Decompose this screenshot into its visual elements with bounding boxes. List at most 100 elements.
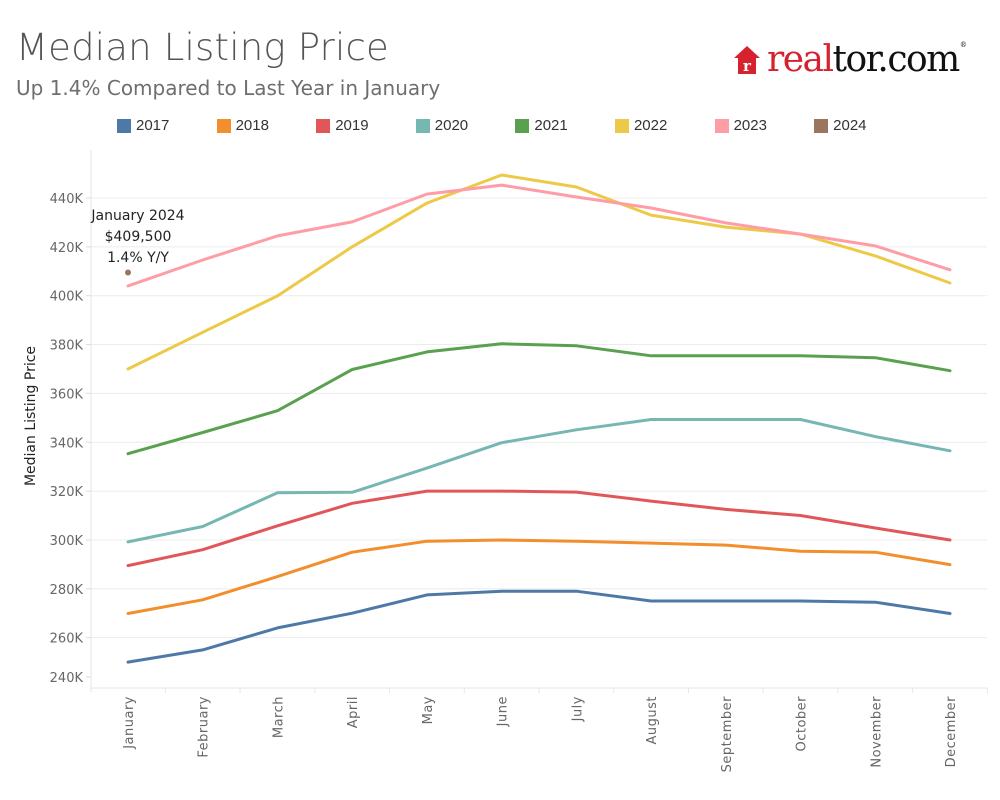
data-point-2021-February[interactable] (201, 431, 204, 434)
data-point-2019-December[interactable] (949, 538, 952, 541)
data-point-2017-November[interactable] (874, 601, 877, 604)
data-point-2018-May[interactable] (425, 540, 428, 543)
data-point-2021-December[interactable] (949, 369, 952, 372)
data-point-2023-December[interactable] (949, 268, 952, 271)
data-point-2017-April[interactable] (351, 612, 354, 615)
legend-item-2020[interactable]: 2020 (415, 117, 516, 134)
data-point-2017-August[interactable] (650, 600, 653, 603)
data-point-2020-July[interactable] (575, 428, 578, 431)
series-line-2020[interactable] (126, 418, 952, 544)
data-point-2019-September[interactable] (724, 508, 727, 511)
data-point-2024-January[interactable] (125, 269, 131, 276)
data-point-2023-October[interactable] (799, 233, 802, 236)
data-point-2021-January[interactable] (127, 452, 130, 455)
data-point-2020-January[interactable] (127, 540, 130, 543)
series-line-2019[interactable] (126, 489, 952, 568)
data-point-2022-May[interactable] (425, 202, 428, 205)
data-point-2022-September[interactable] (724, 226, 727, 229)
data-point-2022-January[interactable] (127, 367, 130, 370)
data-point-2017-February[interactable] (201, 648, 204, 651)
data-point-2018-October[interactable] (799, 550, 802, 553)
series-line-2023[interactable] (126, 183, 952, 288)
data-point-2023-May[interactable] (425, 193, 428, 196)
data-point-2022-August[interactable] (650, 214, 653, 217)
data-point-2022-December[interactable] (949, 281, 952, 284)
data-point-2017-December[interactable] (949, 612, 952, 615)
data-point-2017-September[interactable] (724, 600, 727, 603)
data-point-2022-June[interactable] (500, 174, 503, 177)
data-point-2020-September[interactable] (724, 418, 727, 421)
legend-item-2022[interactable]: 2022 (614, 117, 715, 134)
legend-item-2023[interactable]: 2023 (714, 117, 815, 134)
data-point-2018-April[interactable] (351, 551, 354, 554)
data-point-2021-October[interactable] (799, 354, 802, 357)
data-point-2019-November[interactable] (874, 526, 877, 529)
data-point-2021-May[interactable] (425, 350, 428, 353)
data-point-2021-March[interactable] (276, 409, 279, 412)
data-point-2023-March[interactable] (276, 234, 279, 237)
data-point-2021-September[interactable] (724, 354, 727, 357)
realtor-logo[interactable]: r realtor.com® (733, 40, 967, 80)
data-point-2023-September[interactable] (724, 221, 727, 224)
data-point-2019-January[interactable] (127, 564, 130, 567)
data-point-2020-April[interactable] (351, 491, 354, 494)
data-point-2022-February[interactable] (201, 331, 204, 334)
data-point-2021-July[interactable] (575, 344, 578, 347)
data-point-2020-October[interactable] (799, 418, 802, 421)
series-line-2018[interactable] (126, 538, 952, 615)
data-point-2021-August[interactable] (650, 354, 653, 357)
data-point-2018-August[interactable] (650, 542, 653, 545)
legend-item-2021[interactable]: 2021 (515, 117, 615, 134)
data-point-2020-August[interactable] (650, 418, 653, 421)
data-point-2021-November[interactable] (874, 356, 877, 359)
data-point-2018-June[interactable] (500, 538, 503, 541)
data-point-2019-March[interactable] (276, 524, 279, 527)
data-point-2019-July[interactable] (575, 491, 578, 494)
series-line-2022[interactable] (126, 173, 952, 371)
data-point-2020-May[interactable] (425, 467, 428, 470)
data-point-2023-January[interactable] (127, 284, 130, 287)
data-point-2020-December[interactable] (949, 449, 952, 452)
data-point-2020-June[interactable] (500, 441, 503, 444)
legend-item-2024[interactable]: 2024 (814, 117, 914, 134)
data-point-2018-February[interactable] (201, 598, 204, 601)
data-point-2020-March[interactable] (276, 491, 279, 494)
data-point-2017-October[interactable] (799, 600, 802, 603)
data-point-2021-June[interactable] (500, 342, 503, 345)
data-point-2019-August[interactable] (650, 500, 653, 503)
data-point-2019-October[interactable] (799, 514, 802, 517)
data-point-2022-July[interactable] (575, 186, 578, 189)
legend-item-2017[interactable]: 2017 (117, 117, 217, 134)
data-point-2018-September[interactable] (724, 544, 727, 547)
data-point-2021-April[interactable] (351, 368, 354, 371)
series-line-2021[interactable] (126, 342, 952, 456)
data-point-2019-June[interactable] (500, 490, 503, 493)
data-point-2023-July[interactable] (575, 196, 578, 199)
data-point-2017-June[interactable] (500, 590, 503, 593)
data-point-2023-November[interactable] (874, 244, 877, 247)
data-point-2022-April[interactable] (351, 245, 354, 248)
data-point-2018-December[interactable] (949, 563, 952, 566)
data-point-2023-February[interactable] (201, 259, 204, 262)
data-point-2017-July[interactable] (575, 590, 578, 593)
data-point-2018-July[interactable] (575, 540, 578, 543)
data-point-2020-November[interactable] (874, 435, 877, 438)
data-point-2018-January[interactable] (127, 612, 130, 615)
data-point-2022-November[interactable] (874, 254, 877, 257)
data-point-2023-April[interactable] (351, 220, 354, 223)
data-point-2023-June[interactable] (500, 184, 503, 187)
data-point-2019-April[interactable] (351, 502, 354, 505)
data-point-2017-March[interactable] (276, 626, 279, 629)
series-line-2017[interactable] (126, 589, 952, 664)
legend-item-2018[interactable]: 2018 (216, 117, 317, 134)
data-point-2019-May[interactable] (425, 490, 428, 493)
data-point-2018-March[interactable] (276, 575, 279, 578)
data-point-2017-January[interactable] (127, 661, 130, 664)
data-point-2023-August[interactable] (650, 207, 653, 210)
data-point-2019-February[interactable] (201, 548, 204, 551)
data-point-2018-November[interactable] (874, 551, 877, 554)
data-point-2020-February[interactable] (201, 525, 204, 528)
legend-item-2019[interactable]: 2019 (316, 117, 416, 134)
data-point-2022-March[interactable] (276, 294, 279, 297)
data-point-2017-May[interactable] (425, 593, 428, 596)
